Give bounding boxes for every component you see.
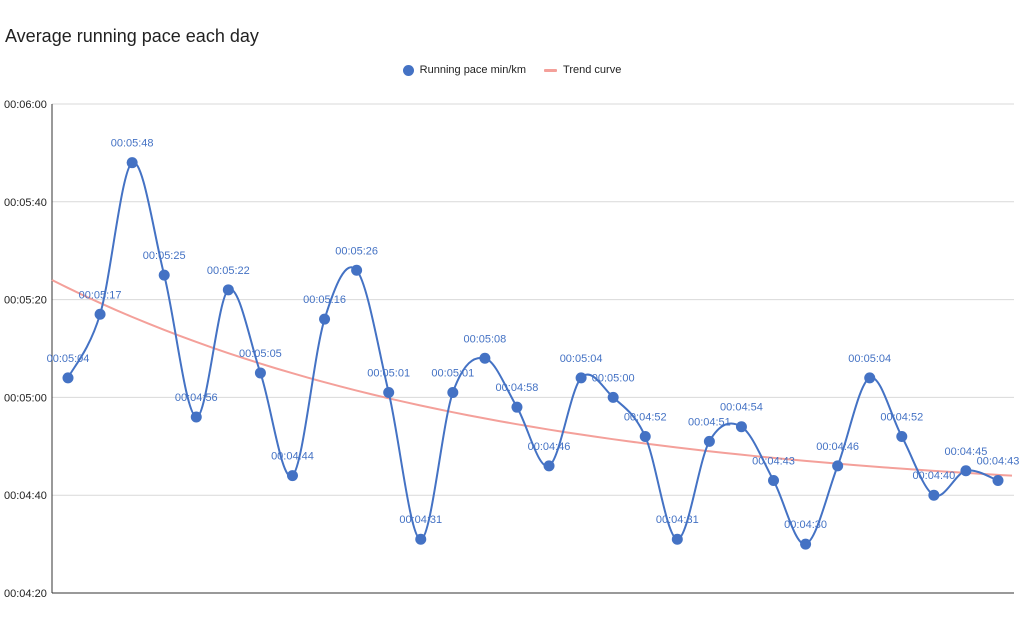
data-label: 00:04:46 (816, 441, 859, 453)
y-tick-label: 00:05:20 (4, 295, 47, 307)
data-point[interactable] (800, 538, 812, 550)
axes (51, 104, 1014, 594)
gridlines: 00:04:20 00:04:40 00:05:00 00:05:20 00:05:40… (4, 99, 1014, 600)
data-point[interactable] (896, 431, 908, 443)
data-label: 00:04:46 (528, 441, 571, 453)
data-point[interactable] (928, 489, 940, 501)
data-point[interactable] (126, 157, 138, 169)
data-point[interactable] (447, 387, 459, 399)
data-label: 00:05:05 (239, 348, 282, 360)
data-point[interactable] (479, 352, 491, 364)
data-point[interactable] (62, 372, 74, 384)
data-point[interactable] (383, 387, 395, 399)
data-label: 00:05:48 (111, 138, 154, 150)
data-label: 00:04:56 (175, 392, 218, 404)
legend-item-trend[interactable]: Trend curve (544, 64, 621, 76)
data-label: 00:04:51 (688, 416, 731, 428)
data-label: 00:05:08 (463, 333, 506, 345)
y-tick-label: 00:05:00 (4, 392, 47, 404)
data-point[interactable] (832, 460, 844, 472)
data-label: 00:05:00 (592, 372, 635, 384)
data-point[interactable] (415, 533, 427, 545)
data-label: 00:05:22 (207, 265, 250, 277)
data-label: 00:05:04 (560, 353, 603, 365)
data-point[interactable] (543, 460, 555, 472)
trend-series (51, 279, 1013, 477)
data-point[interactable] (735, 421, 747, 433)
data-label: 00:05:25 (143, 250, 186, 262)
data-label: 00:05:01 (431, 368, 474, 380)
data-point[interactable] (94, 308, 106, 320)
legend-pace-marker (402, 64, 414, 76)
data-label: 00:04:31 (656, 514, 699, 526)
pace-data-labels: 00:05:04 00:05:17 00:05:48 00:05:25 00:04:56… (47, 138, 1020, 531)
data-point[interactable] (992, 475, 1004, 487)
data-point[interactable] (864, 372, 876, 384)
legend-pace-label: Running pace min/km (419, 64, 527, 76)
data-label: 00:04:43 (977, 456, 1020, 468)
legend-item-pace[interactable]: Running pace min/km (402, 64, 527, 76)
data-label: 00:04:31 (399, 514, 442, 526)
data-label: 00:04:58 (496, 382, 539, 394)
data-label: 00:04:54 (720, 402, 763, 414)
data-point[interactable] (319, 313, 331, 325)
data-point[interactable] (960, 465, 972, 477)
data-label: 00:04:52 (880, 412, 923, 424)
data-label: 00:05:01 (367, 368, 410, 380)
data-label: 00:04:43 (752, 456, 795, 468)
data-point[interactable] (254, 367, 266, 379)
y-tick-label: 00:05:40 (4, 197, 47, 209)
data-label: 00:05:16 (303, 294, 346, 306)
data-point[interactable] (768, 475, 780, 487)
data-label: 00:05:04 (47, 353, 90, 365)
data-label: 00:04:52 (624, 412, 667, 424)
data-label: 00:05:17 (79, 289, 122, 301)
data-point[interactable] (607, 391, 619, 403)
chart-title: Average running pace each day (5, 26, 259, 46)
data-label: 00:04:30 (784, 519, 827, 531)
data-point[interactable] (351, 264, 363, 276)
data-point[interactable] (222, 284, 234, 296)
y-tick-label: 00:06:00 (4, 99, 47, 111)
data-label: 00:04:44 (271, 451, 314, 463)
data-label: 00:05:04 (848, 353, 891, 365)
data-point[interactable] (190, 411, 202, 423)
data-point[interactable] (703, 435, 715, 447)
y-tick-label: 00:04:40 (4, 490, 47, 502)
data-label: 00:04:45 (945, 446, 988, 458)
data-point[interactable] (158, 269, 170, 281)
data-point[interactable] (286, 470, 298, 482)
legend: Running pace min/km Trend curve (0, 64, 1024, 76)
legend-trend-marker (544, 68, 558, 72)
data-point[interactable] (639, 431, 651, 443)
data-point[interactable] (511, 401, 523, 413)
legend-trend-label: Trend curve (563, 64, 622, 76)
data-label: 00:04:40 (912, 470, 955, 482)
pace-points (62, 157, 1004, 550)
data-point[interactable] (671, 533, 683, 545)
data-label: 00:05:26 (335, 245, 378, 257)
trend-curve-line (51, 279, 1013, 477)
data-point[interactable] (575, 372, 587, 384)
y-tick-label: 00:04:20 (4, 588, 47, 600)
